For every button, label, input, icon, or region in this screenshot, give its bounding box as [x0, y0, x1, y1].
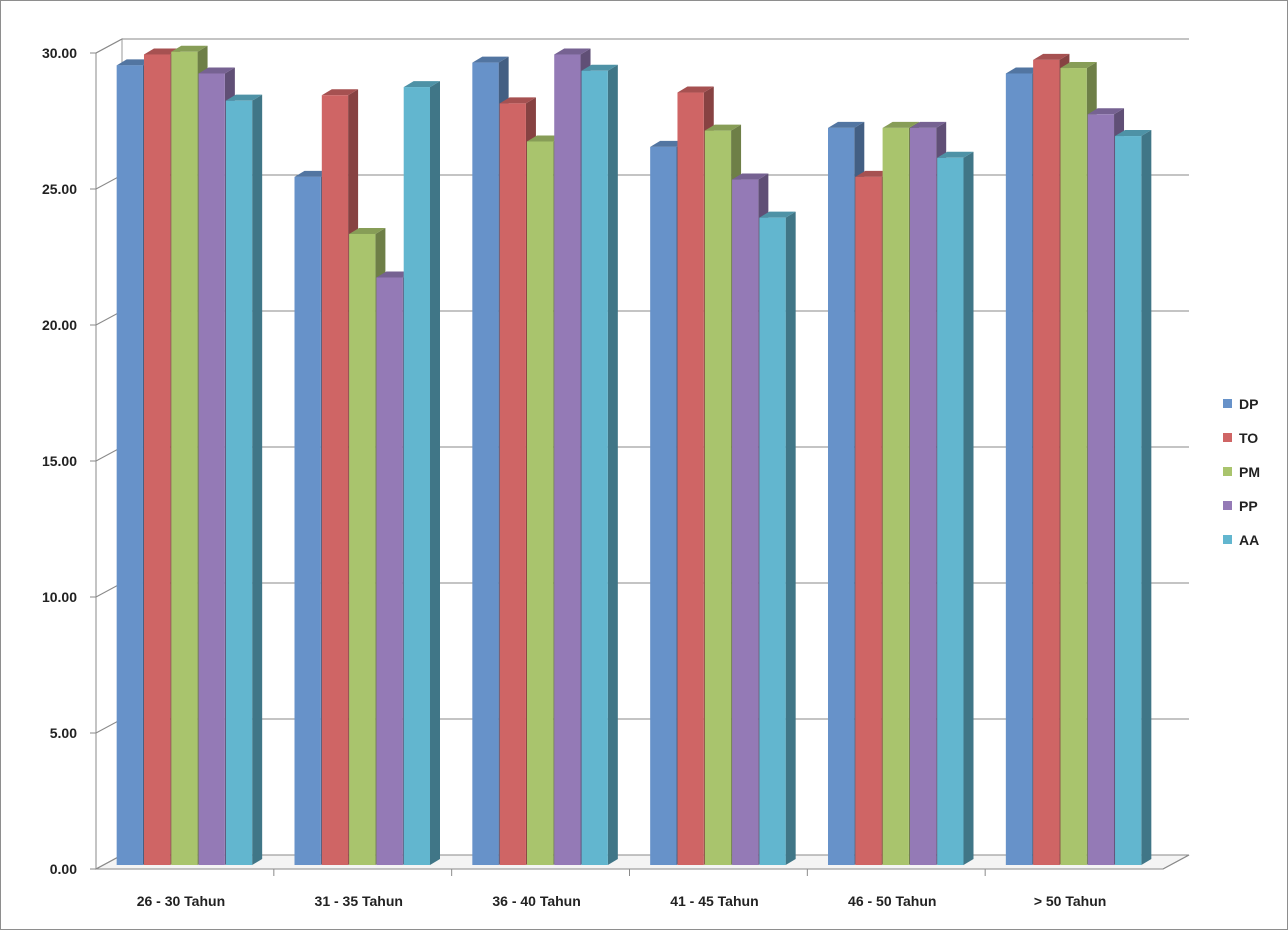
- legend-swatch: [1223, 501, 1232, 510]
- legend-label: DP: [1239, 396, 1258, 412]
- y-tick-label: 5.00: [50, 725, 77, 741]
- x-axis-depth-line: [1162, 854, 1190, 870]
- y-tick-label: 25.00: [42, 181, 77, 197]
- bar: [403, 81, 440, 865]
- x-tick-label: 31 - 35 Tahun: [315, 893, 403, 909]
- legend-swatch: [1223, 535, 1232, 544]
- legend-swatch: [1223, 467, 1232, 476]
- bar: [1115, 130, 1152, 866]
- x-tick-label: 41 - 45 Tahun: [670, 893, 758, 909]
- legend-label: PP: [1239, 498, 1258, 514]
- bar: [581, 64, 618, 865]
- bar: [937, 151, 974, 866]
- legend-swatch: [1223, 433, 1232, 442]
- legend-swatch: [1223, 399, 1232, 408]
- y-tick-label: 20.00: [42, 317, 77, 333]
- x-tick-label: 36 - 40 Tahun: [492, 893, 580, 909]
- y-tick-label: 0.00: [50, 861, 77, 877]
- legend: DP TO PM PP AA: [1223, 396, 1260, 548]
- legend-label: PM: [1239, 464, 1260, 480]
- x-tick-label: 46 - 50 Tahun: [848, 893, 936, 909]
- y-tick-label: 10.00: [42, 589, 77, 605]
- x-axis-ticks: 26 - 30 Tahun 31 - 35 Tahun 36 - 40 Tahun 4…: [137, 869, 1106, 909]
- y-axis-ticks: 0.00 5.00 10.00 15.00 20.00 25.00 30.00: [42, 45, 96, 877]
- x-tick-label: 26 - 30 Tahun: [137, 893, 225, 909]
- gridline-side: [95, 38, 123, 54]
- bar: [759, 211, 796, 865]
- y-tick-label: 30.00: [42, 45, 77, 61]
- x-tick-label: > 50 Tahun: [1034, 893, 1106, 909]
- legend-label: TO: [1239, 430, 1258, 446]
- bars: [116, 45, 1152, 866]
- bar: [225, 94, 263, 866]
- legend-label: AA: [1239, 532, 1259, 548]
- y-tick-label: 15.00: [42, 453, 77, 469]
